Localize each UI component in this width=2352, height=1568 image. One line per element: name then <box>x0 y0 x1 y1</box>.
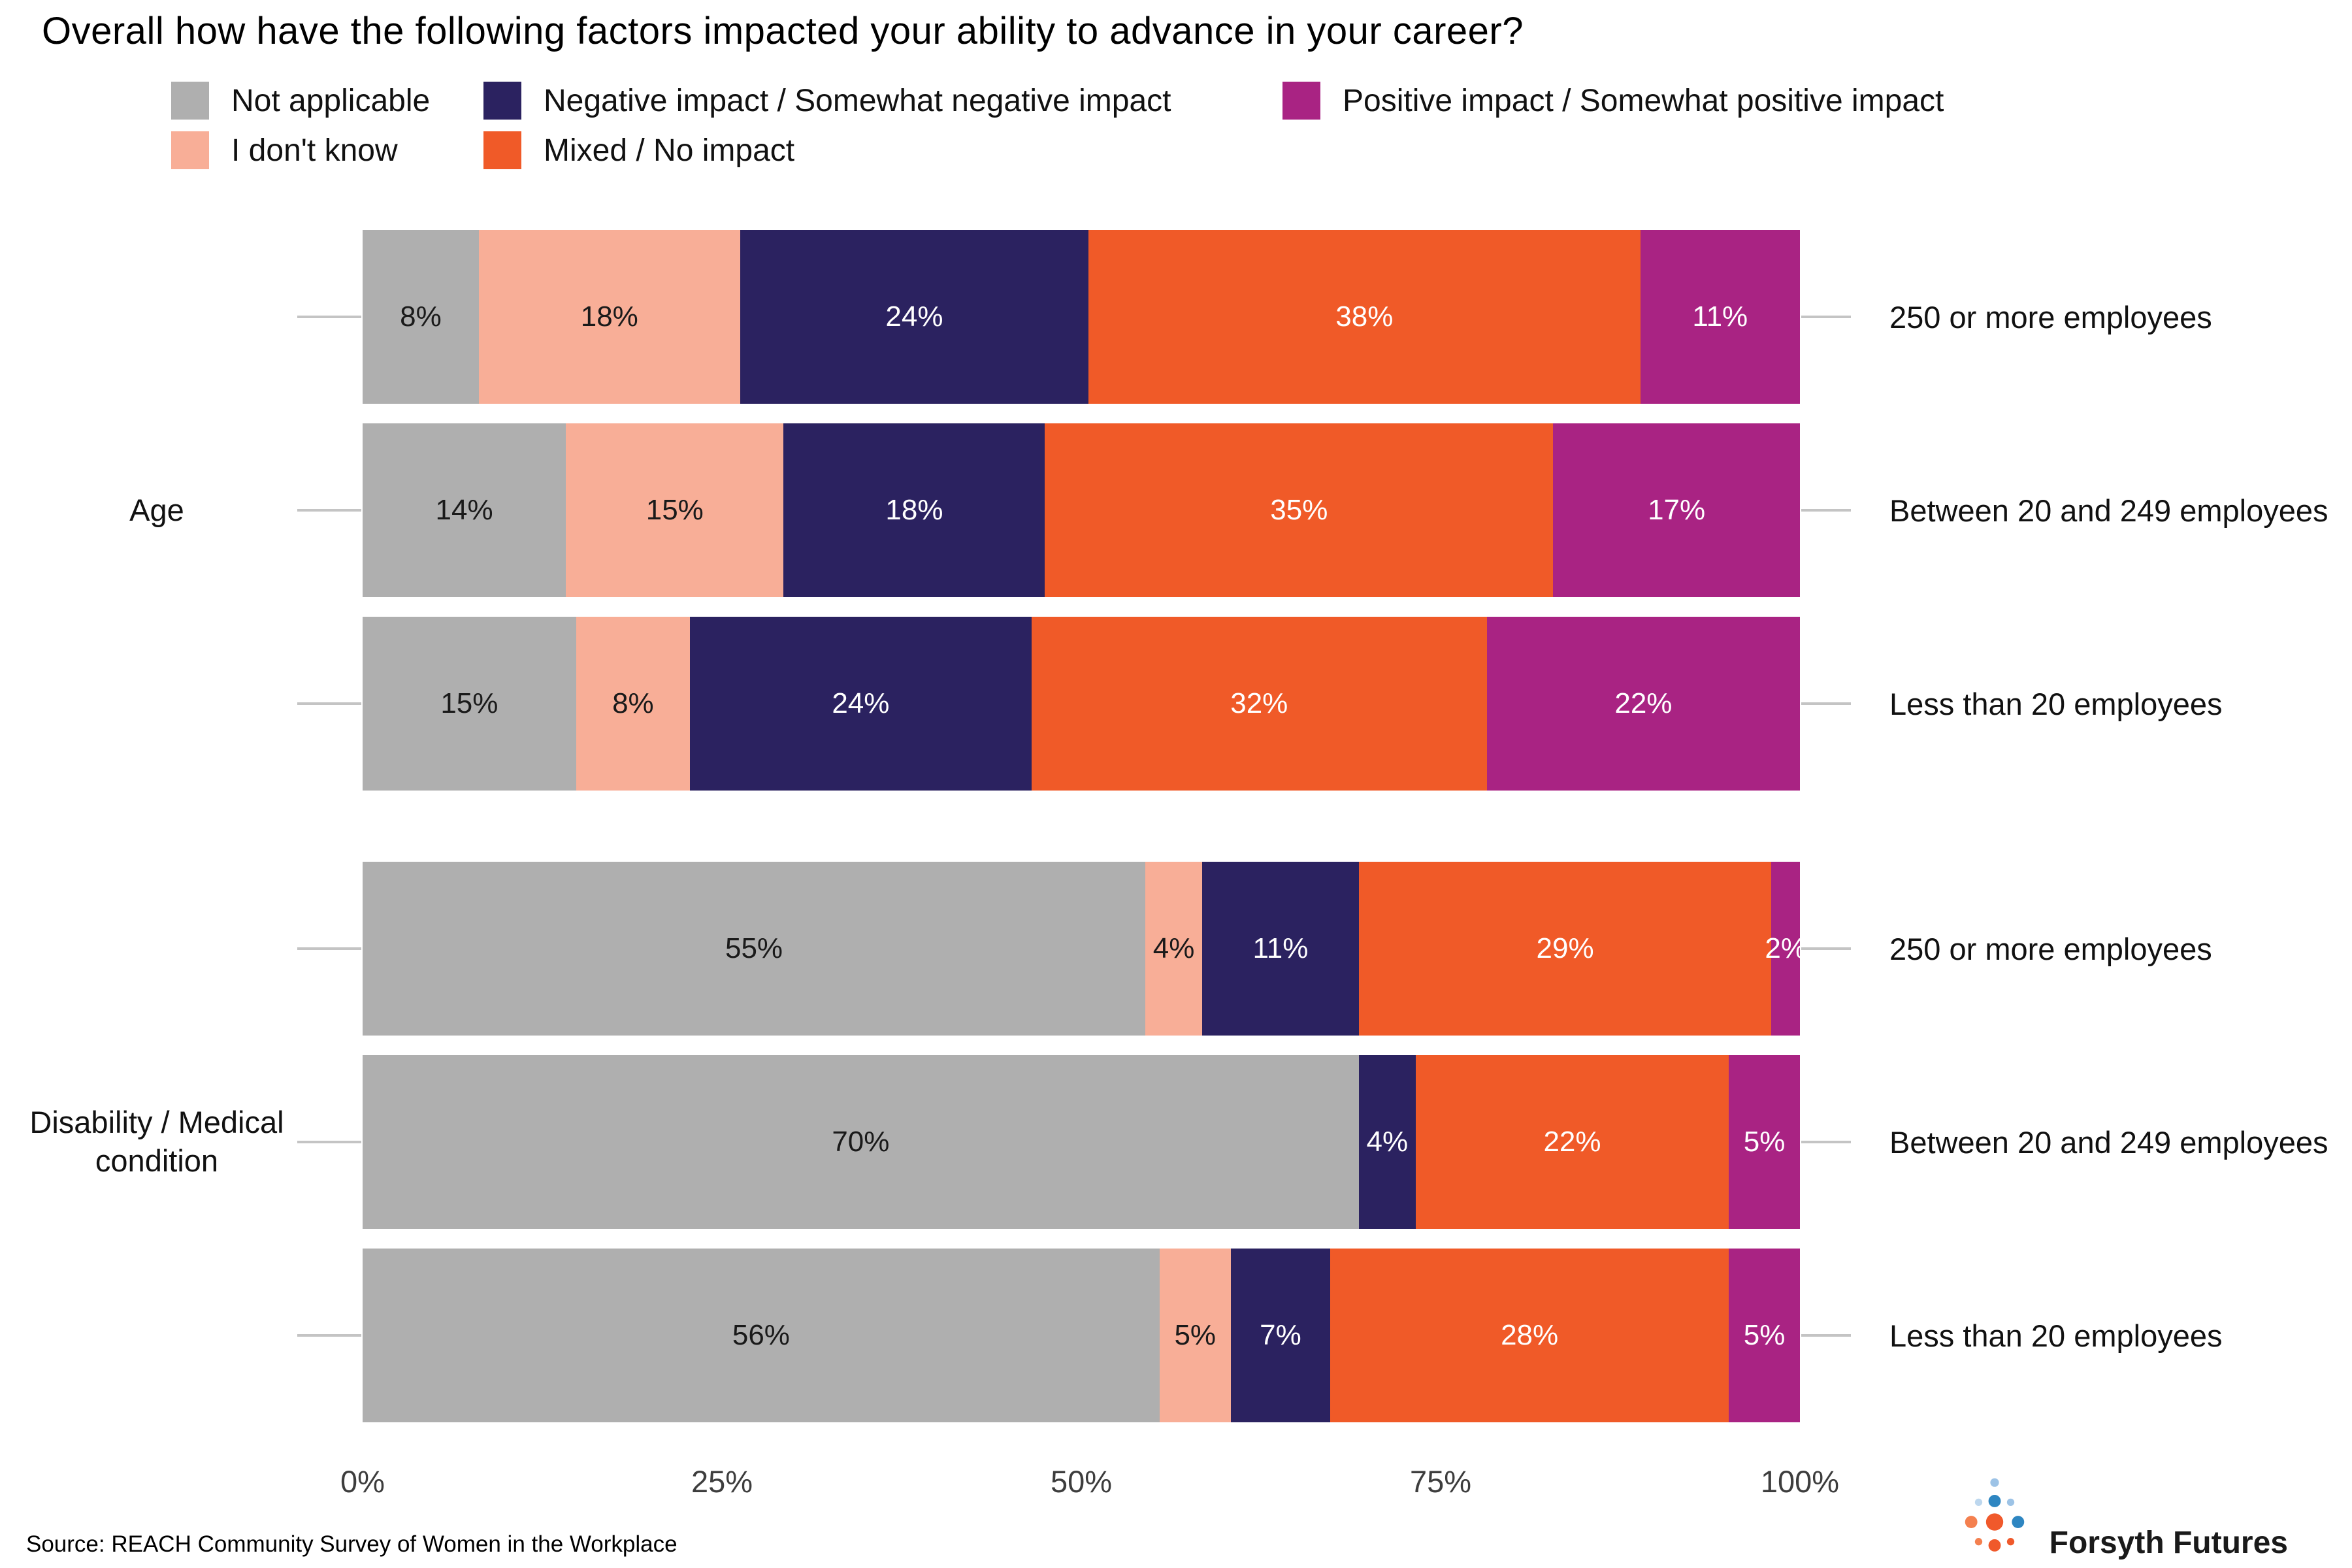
bar-segment: 4% <box>1358 1055 1416 1229</box>
bar-segment: 29% <box>1358 862 1772 1036</box>
axis-tick <box>1801 947 1851 950</box>
bar-segment: 56% <box>363 1249 1160 1422</box>
legend-label: Positive impact / Somewhat positive impa… <box>1343 83 1944 118</box>
axis-tick <box>297 316 361 318</box>
stacked-bar: 15% 8% 24% 32% 22% <box>363 617 1800 791</box>
forsyth-futures-dots-icon <box>1965 1478 2024 1552</box>
axis-tick <box>297 1141 361 1143</box>
bar-segment: 22% <box>1486 617 1800 791</box>
bar-segment: 15% <box>566 423 784 597</box>
legend-label: Negative impact / Somewhat negative impa… <box>544 83 1171 118</box>
source-note: Source: REACH Community Survey of Women … <box>26 1531 678 1557</box>
bar-segment: 22% <box>1415 1055 1729 1229</box>
legend-swatch <box>171 82 209 120</box>
x-axis-tick-label: 0% <box>340 1464 385 1499</box>
axis-tick <box>297 509 361 512</box>
bar-segment: 11% <box>1640 230 1800 404</box>
legend-swatch <box>1282 82 1320 120</box>
bar-segment: 24% <box>740 230 1089 404</box>
bar-segment: 14% <box>363 423 566 597</box>
legend-swatch <box>483 82 521 120</box>
legend-label: I don't know <box>231 133 398 168</box>
legend-item: I don't know <box>171 131 483 169</box>
category-label: Between 20 and 249 employees <box>1889 493 2328 528</box>
bar-segment: 4% <box>1145 862 1203 1036</box>
x-axis-tick-label: 75% <box>1409 1464 1472 1499</box>
axis-tick <box>1801 509 1851 512</box>
axis-tick <box>297 1334 361 1337</box>
stacked-bar: 8% 18% 24% 38% 11% <box>363 230 1800 404</box>
bar-segment: 18% <box>478 230 740 404</box>
bar-segment: 2% <box>1765 862 1806 1036</box>
stacked-bar: 14% 15% 18% 35% 17% <box>363 423 1800 597</box>
legend-label: Mixed / No impact <box>544 133 795 168</box>
logo: Forsyth Futures <box>1952 1471 2288 1563</box>
legend-label: Not applicable <box>231 83 431 118</box>
category-label: Less than 20 employees <box>1889 1318 2223 1353</box>
bar-segment: 15% <box>363 617 576 791</box>
logo-text: Forsyth Futures <box>2049 1526 2288 1560</box>
axis-tick <box>1801 316 1851 318</box>
category-label: 250 or more employees <box>1889 931 2212 966</box>
category-label: Less than 20 employees <box>1889 686 2223 721</box>
stacked-bar: 56% 5% 7% 28% 5% <box>363 1249 1800 1422</box>
axis-tick <box>1801 1334 1851 1337</box>
group-label: Age <box>129 492 184 527</box>
stacked-bar: 55% 4% 11% 29% 2% <box>363 862 1806 1036</box>
legend-item: Not applicable <box>171 82 483 120</box>
legend-swatch <box>483 131 521 169</box>
axis-tick <box>297 702 361 705</box>
bar-segment: 5% <box>1729 1055 1800 1229</box>
chart-title: Overall how have the following factors i… <box>42 10 1524 52</box>
legend-item: Positive impact / Somewhat positive impa… <box>1282 82 1944 120</box>
bar-segment: 70% <box>363 1055 1359 1229</box>
axis-tick <box>297 947 361 950</box>
bar-segment: 11% <box>1202 862 1359 1036</box>
x-axis-tick-label: 50% <box>1050 1464 1113 1499</box>
legend-item: Negative impact / Somewhat negative impa… <box>483 82 1282 120</box>
legend-swatch <box>171 131 209 169</box>
x-axis-tick-label: 25% <box>691 1464 753 1499</box>
category-label: Between 20 and 249 employees <box>1889 1124 2328 1160</box>
bar-segment: 35% <box>1045 423 1554 597</box>
bar-segment: 28% <box>1330 1249 1729 1422</box>
bar-segment: 55% <box>363 862 1146 1036</box>
stacked-bar: 70% 4% 22% 5% <box>363 1055 1800 1229</box>
legend-item: Mixed / No impact <box>483 131 1282 169</box>
bar-segment: 32% <box>1031 617 1487 791</box>
axis-tick <box>1801 1141 1851 1143</box>
bar-segment: 38% <box>1088 230 1641 404</box>
bar-segment: 7% <box>1230 1249 1331 1422</box>
category-label: 250 or more employees <box>1889 299 2212 335</box>
bar-segment: 8% <box>363 230 479 404</box>
bar-segment: 17% <box>1553 423 1800 597</box>
legend: Not applicable I don't know Negative impac… <box>171 76 1944 175</box>
axis-tick <box>1801 702 1851 705</box>
bar-segment: 5% <box>1729 1249 1800 1422</box>
x-axis-tick-label: 100% <box>1760 1464 1840 1499</box>
group-label: Disability / Medical condition <box>29 1105 284 1178</box>
bar-segment: 8% <box>576 617 690 791</box>
bar-segment: 5% <box>1159 1249 1231 1422</box>
bar-segment: 24% <box>689 617 1032 791</box>
bar-segment: 18% <box>783 423 1045 597</box>
